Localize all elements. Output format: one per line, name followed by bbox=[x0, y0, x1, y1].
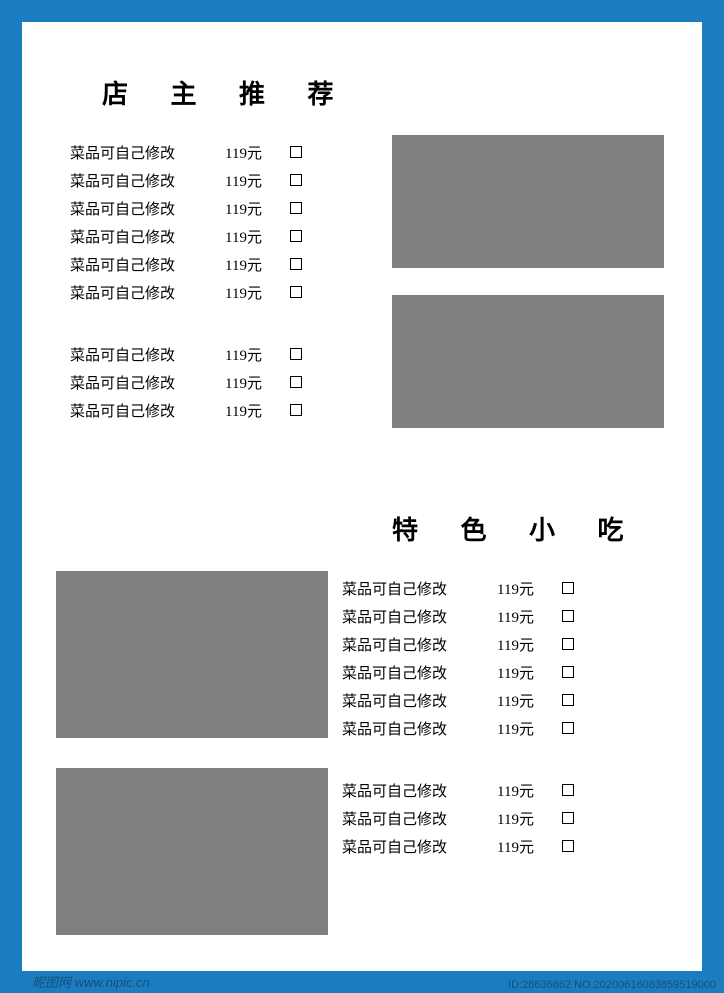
item-name: 菜品可自己修改 bbox=[70, 226, 225, 247]
item-checkbox[interactable] bbox=[562, 582, 574, 594]
section-b-title: 特 色 小 吃 bbox=[392, 510, 642, 547]
item-checkbox[interactable] bbox=[290, 348, 302, 360]
menu-item: 菜品可自己修改 119元 bbox=[342, 832, 574, 860]
menu-item: 菜品可自己修改 119元 bbox=[342, 658, 574, 686]
image-placeholder-1 bbox=[392, 135, 664, 268]
item-checkbox[interactable] bbox=[290, 202, 302, 214]
item-name: 菜品可自己修改 bbox=[342, 836, 497, 857]
item-price: 119元 bbox=[225, 372, 290, 393]
item-checkbox[interactable] bbox=[290, 404, 302, 416]
item-checkbox[interactable] bbox=[562, 666, 574, 678]
item-price: 119元 bbox=[225, 254, 290, 275]
section-a-group1: 菜品可自己修改 119元 菜品可自己修改 119元 菜品可自己修改 119元 菜… bbox=[70, 138, 302, 306]
item-price: 119元 bbox=[225, 282, 290, 303]
section-b-group2: 菜品可自己修改 119元 菜品可自己修改 119元 菜品可自己修改 119元 bbox=[342, 776, 574, 860]
section-a-group2: 菜品可自己修改 119元 菜品可自己修改 119元 菜品可自己修改 119元 bbox=[70, 340, 302, 424]
image-placeholder-2 bbox=[392, 295, 664, 428]
menu-item: 菜品可自己修改 119元 bbox=[342, 714, 574, 742]
image-placeholder-4 bbox=[56, 768, 328, 935]
item-name: 菜品可自己修改 bbox=[342, 634, 497, 655]
item-price: 119元 bbox=[225, 400, 290, 421]
menu-item: 菜品可自己修改 119元 bbox=[70, 368, 302, 396]
item-checkbox[interactable] bbox=[290, 174, 302, 186]
section-a-title: 店 主 推 荐 bbox=[102, 74, 352, 111]
menu-item: 菜品可自己修改 119元 bbox=[70, 222, 302, 250]
menu-item: 菜品可自己修改 119元 bbox=[70, 166, 302, 194]
item-price: 119元 bbox=[497, 718, 562, 739]
menu-item: 菜品可自己修改 119元 bbox=[342, 630, 574, 658]
item-name: 菜品可自己修改 bbox=[342, 690, 497, 711]
item-name: 菜品可自己修改 bbox=[342, 718, 497, 739]
item-price: 119元 bbox=[225, 226, 290, 247]
item-price: 119元 bbox=[225, 142, 290, 163]
item-price: 119元 bbox=[225, 198, 290, 219]
item-price: 119元 bbox=[225, 344, 290, 365]
item-price: 119元 bbox=[497, 780, 562, 801]
item-price: 119元 bbox=[497, 634, 562, 655]
item-checkbox[interactable] bbox=[562, 812, 574, 824]
menu-item: 菜品可自己修改 119元 bbox=[70, 250, 302, 278]
item-price: 119元 bbox=[225, 170, 290, 191]
item-price: 119元 bbox=[497, 836, 562, 857]
item-price: 119元 bbox=[497, 808, 562, 829]
section-b-group1: 菜品可自己修改 119元 菜品可自己修改 119元 菜品可自己修改 119元 菜… bbox=[342, 574, 574, 742]
item-name: 菜品可自己修改 bbox=[70, 142, 225, 163]
item-checkbox[interactable] bbox=[562, 722, 574, 734]
menu-item: 菜品可自己修改 119元 bbox=[70, 396, 302, 424]
item-name: 菜品可自己修改 bbox=[70, 170, 225, 191]
image-placeholder-3 bbox=[56, 571, 328, 738]
item-price: 119元 bbox=[497, 578, 562, 599]
meta-info-text: ID:28636862 NO.20200616083859519000 bbox=[508, 979, 716, 991]
item-checkbox[interactable] bbox=[562, 840, 574, 852]
item-name: 菜品可自己修改 bbox=[342, 578, 497, 599]
item-name: 菜品可自己修改 bbox=[70, 344, 225, 365]
item-checkbox[interactable] bbox=[290, 258, 302, 270]
item-checkbox[interactable] bbox=[290, 146, 302, 158]
item-price: 119元 bbox=[497, 662, 562, 683]
item-name: 菜品可自己修改 bbox=[70, 282, 225, 303]
menu-item: 菜品可自己修改 119元 bbox=[342, 602, 574, 630]
menu-item: 菜品可自己修改 119元 bbox=[70, 340, 302, 368]
menu-page: 店 主 推 荐 菜品可自己修改 119元 菜品可自己修改 119元 菜品可自己修… bbox=[0, 0, 724, 993]
item-name: 菜品可自己修改 bbox=[342, 662, 497, 683]
menu-item: 菜品可自己修改 119元 bbox=[342, 686, 574, 714]
item-checkbox[interactable] bbox=[290, 376, 302, 388]
menu-item: 菜品可自己修改 119元 bbox=[70, 278, 302, 306]
menu-item: 菜品可自己修改 119元 bbox=[342, 776, 574, 804]
menu-item: 菜品可自己修改 119元 bbox=[70, 138, 302, 166]
item-name: 菜品可自己修改 bbox=[70, 400, 225, 421]
item-price: 119元 bbox=[497, 606, 562, 627]
item-checkbox[interactable] bbox=[290, 286, 302, 298]
item-checkbox[interactable] bbox=[290, 230, 302, 242]
item-checkbox[interactable] bbox=[562, 694, 574, 706]
menu-item: 菜品可自己修改 119元 bbox=[70, 194, 302, 222]
item-checkbox[interactable] bbox=[562, 638, 574, 650]
item-name: 菜品可自己修改 bbox=[70, 198, 225, 219]
item-name: 菜品可自己修改 bbox=[70, 254, 225, 275]
item-name: 菜品可自己修改 bbox=[342, 780, 497, 801]
item-name: 菜品可自己修改 bbox=[70, 372, 225, 393]
item-checkbox[interactable] bbox=[562, 610, 574, 622]
watermark-text: 昵图网 www.nipic.cn bbox=[32, 972, 150, 991]
item-name: 菜品可自己修改 bbox=[342, 808, 497, 829]
menu-item: 菜品可自己修改 119元 bbox=[342, 574, 574, 602]
item-price: 119元 bbox=[497, 690, 562, 711]
item-name: 菜品可自己修改 bbox=[342, 606, 497, 627]
item-checkbox[interactable] bbox=[562, 784, 574, 796]
menu-item: 菜品可自己修改 119元 bbox=[342, 804, 574, 832]
